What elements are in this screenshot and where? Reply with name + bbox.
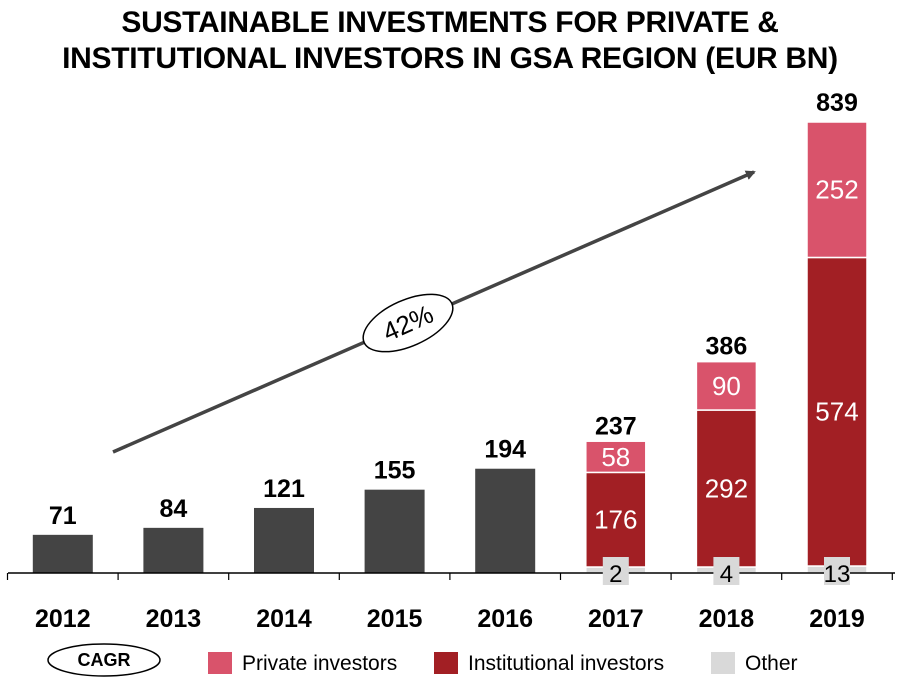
bar-total-2013 <box>143 527 204 573</box>
total-label-2014: 121 <box>263 475 305 503</box>
total-label-2016: 194 <box>484 436 526 464</box>
total-label-2015: 155 <box>374 457 416 485</box>
x-tick-label-2013: 2013 <box>146 605 202 633</box>
data-label-box-other-2017 <box>602 557 629 585</box>
x-tick-label-2014: 2014 <box>256 605 312 633</box>
data-label-institutional-investors-2019: 574 <box>815 397 858 427</box>
bar-institutional-investors-2019 <box>806 256 868 567</box>
data-label-box-other-2019 <box>824 557 850 585</box>
x-tick-label-2016: 2016 <box>477 605 533 633</box>
data-label-box-other-2018 <box>713 557 740 585</box>
data-label-private-investors-2018: 90 <box>712 371 741 401</box>
data-label-other-2017: 2 <box>609 561 622 588</box>
bar-institutional-investors-2017 <box>585 471 647 568</box>
legend-swatch-private-investors <box>208 652 232 674</box>
x-tick-label-2019: 2019 <box>809 605 865 633</box>
legend-label-other: Other <box>745 652 798 675</box>
data-label-institutional-investors-2017: 176 <box>594 505 637 535</box>
bar-private-investors-2017 <box>585 440 647 474</box>
bar-total-2016 <box>475 468 536 573</box>
cagr-ellipse <box>362 293 454 353</box>
data-label-other-2018: 4 <box>720 561 733 588</box>
bar-private-investors-2019 <box>806 121 868 259</box>
x-tick-label-2015: 2015 <box>367 605 423 633</box>
total-label-2018: 386 <box>706 333 748 361</box>
total-label-2017: 237 <box>595 413 637 441</box>
x-tick-label-2012: 2012 <box>35 605 91 633</box>
legend-label-institutional-investors: Institutional investors <box>468 652 664 675</box>
chart-title-line-1: SUSTAINABLE INVESTMENTS FOR PRIVATE & <box>121 6 779 39</box>
bar-total-2012 <box>32 534 93 573</box>
total-label-2019: 839 <box>816 89 858 117</box>
data-label-private-investors-2019: 252 <box>815 175 858 205</box>
x-tick-label-2018: 2018 <box>699 605 755 633</box>
data-label-private-investors-2017: 58 <box>601 442 630 472</box>
bar-total-2015 <box>364 489 425 573</box>
legend-swatch-other <box>711 652 735 674</box>
x-tick-label-2017: 2017 <box>588 605 644 633</box>
bar-total-2014 <box>254 507 314 573</box>
chart-title-line-2: INSTITUTIONAL INVESTORS IN GSA REGION (E… <box>62 42 838 75</box>
legend-cagr-ellipse <box>47 643 161 677</box>
legend-label-private-investors: Private investors <box>242 652 397 675</box>
data-label-other-2019: 13 <box>824 561 851 588</box>
total-label-2012: 71 <box>49 502 77 530</box>
total-label-2013: 84 <box>159 495 187 523</box>
legend-swatch-institutional-investors <box>434 652 458 674</box>
legend-cagr-label: CAGR <box>78 650 131 670</box>
bar-private-investors-2018 <box>695 360 758 411</box>
data-label-institutional-investors-2018: 292 <box>705 474 748 504</box>
